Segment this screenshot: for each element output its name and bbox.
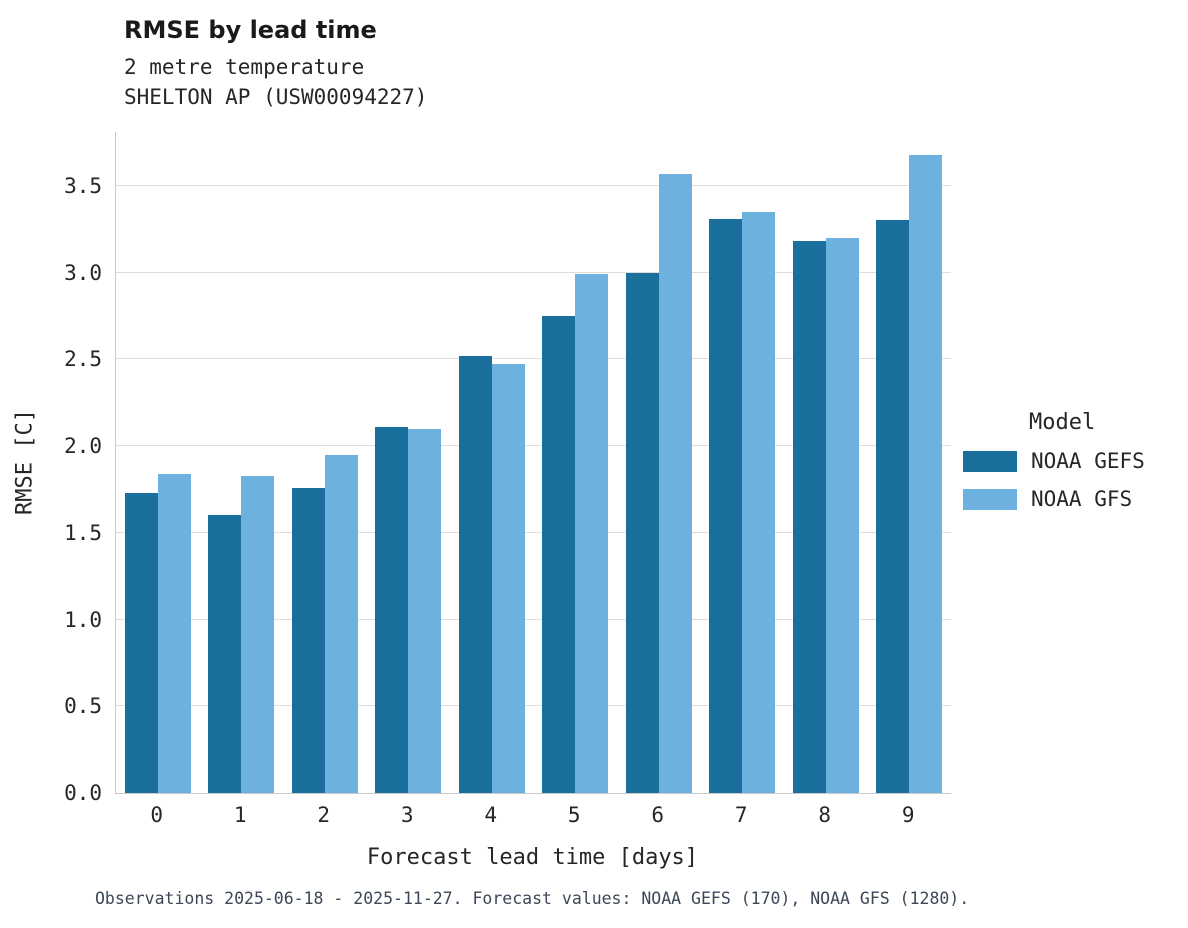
bar-noaa-gefs-day-4 — [458, 355, 492, 793]
bar-noaa-gfs-day-8 — [825, 237, 859, 793]
x-tick-label: 8 — [818, 803, 832, 827]
bar-group-day-7 — [701, 132, 785, 793]
x-tick-label: 2 — [317, 803, 331, 827]
plot-area: 0.0 0.5 1.0 1.5 2.0 2.5 3.0 3.5 — [64, 132, 951, 805]
gridline — [116, 445, 951, 447]
bar-noaa-gefs-day-3 — [375, 426, 409, 793]
y-tick-label: 3.0 — [64, 260, 102, 285]
y-tick-label: 0.0 — [64, 781, 102, 805]
x-tick-label: 6 — [651, 803, 665, 827]
legend-entry: NOAA GEFS — [963, 449, 1183, 473]
chart-title: RMSE by lead time — [124, 16, 377, 44]
gridline — [116, 618, 951, 620]
bar-noaa-gefs-day-7 — [709, 218, 743, 793]
bar-noaa-gefs-day-9 — [876, 220, 910, 793]
bar-group-day-3 — [367, 132, 451, 793]
x-tick-label: 0 — [150, 803, 164, 827]
x-tick-label: 5 — [567, 803, 581, 827]
legend-entry: NOAA GFS — [963, 487, 1183, 511]
y-tick-label: 2.0 — [64, 434, 102, 459]
gridline — [116, 184, 951, 186]
legend: Model NOAA GEFS NOAA GFS — [963, 410, 1183, 525]
y-tick-label: 2.5 — [64, 347, 102, 372]
y-tick-label: 3.5 — [64, 173, 102, 198]
chart-subtitle: 2 metre temperature SHELTON AP (USW00094… — [124, 52, 427, 112]
bar-noaa-gfs-day-9 — [909, 154, 943, 793]
x-tick-label: 4 — [484, 803, 498, 827]
x-tick-label: 1 — [233, 803, 247, 827]
legend-label: NOAA GFS — [1031, 487, 1133, 511]
x-tick-label: 3 — [400, 803, 414, 827]
bar-group-day-1 — [200, 132, 284, 793]
bar-group-day-0 — [116, 132, 200, 793]
bar-noaa-gefs-day-0 — [124, 492, 158, 793]
bar-noaa-gefs-day-2 — [291, 487, 325, 793]
bar-group-day-4 — [450, 132, 534, 793]
chart-caption: Observations 2025-06-18 - 2025-11-27. Fo… — [95, 889, 970, 908]
gridline — [116, 705, 951, 707]
y-axis-label: RMSE [C] — [12, 409, 38, 516]
x-tick-labels: 0 1 2 3 4 5 6 7 8 9 — [115, 803, 950, 827]
bar-noaa-gfs-day-0 — [157, 473, 191, 793]
legend-swatch-icon — [963, 450, 1017, 472]
y-tick-label: 1.5 — [64, 520, 102, 545]
bar-noaa-gfs-day-2 — [324, 454, 358, 793]
bar-noaa-gfs-day-7 — [742, 211, 776, 793]
bars-container — [116, 132, 951, 793]
legend-swatch-icon — [963, 488, 1017, 510]
bar-group-day-8 — [784, 132, 868, 793]
subtitle-line-1: 2 metre temperature — [124, 55, 365, 79]
bar-noaa-gfs-day-3 — [408, 428, 442, 793]
bar-noaa-gefs-day-6 — [625, 272, 659, 793]
bar-noaa-gfs-day-4 — [491, 364, 525, 793]
bar-noaa-gefs-day-1 — [208, 515, 242, 793]
x-tick-label: 7 — [734, 803, 748, 827]
gridline — [116, 531, 951, 533]
x-tick-label: 9 — [901, 803, 915, 827]
bar-group-day-6 — [617, 132, 701, 793]
y-tick-label: 1.0 — [64, 607, 102, 632]
bar-noaa-gefs-day-8 — [792, 241, 826, 793]
bar-group-day-9 — [868, 132, 952, 793]
y-tick-label: 0.5 — [64, 694, 102, 719]
legend-title: Model — [1029, 410, 1096, 435]
legend-label: NOAA GEFS — [1031, 449, 1145, 473]
gridline — [116, 271, 951, 273]
x-axis-label: Forecast lead time [days] — [366, 845, 699, 870]
bar-group-day-5 — [534, 132, 618, 793]
gridline — [116, 358, 951, 360]
bar-noaa-gfs-day-6 — [658, 173, 692, 793]
subtitle-line-2: SHELTON AP (USW00094227) — [124, 85, 428, 109]
bar-noaa-gfs-day-5 — [575, 274, 609, 793]
bar-group-day-2 — [283, 132, 367, 793]
bar-noaa-gefs-day-5 — [542, 315, 576, 793]
legend-entries: NOAA GEFS NOAA GFS — [963, 449, 1183, 511]
bar-noaa-gfs-day-1 — [241, 475, 275, 793]
